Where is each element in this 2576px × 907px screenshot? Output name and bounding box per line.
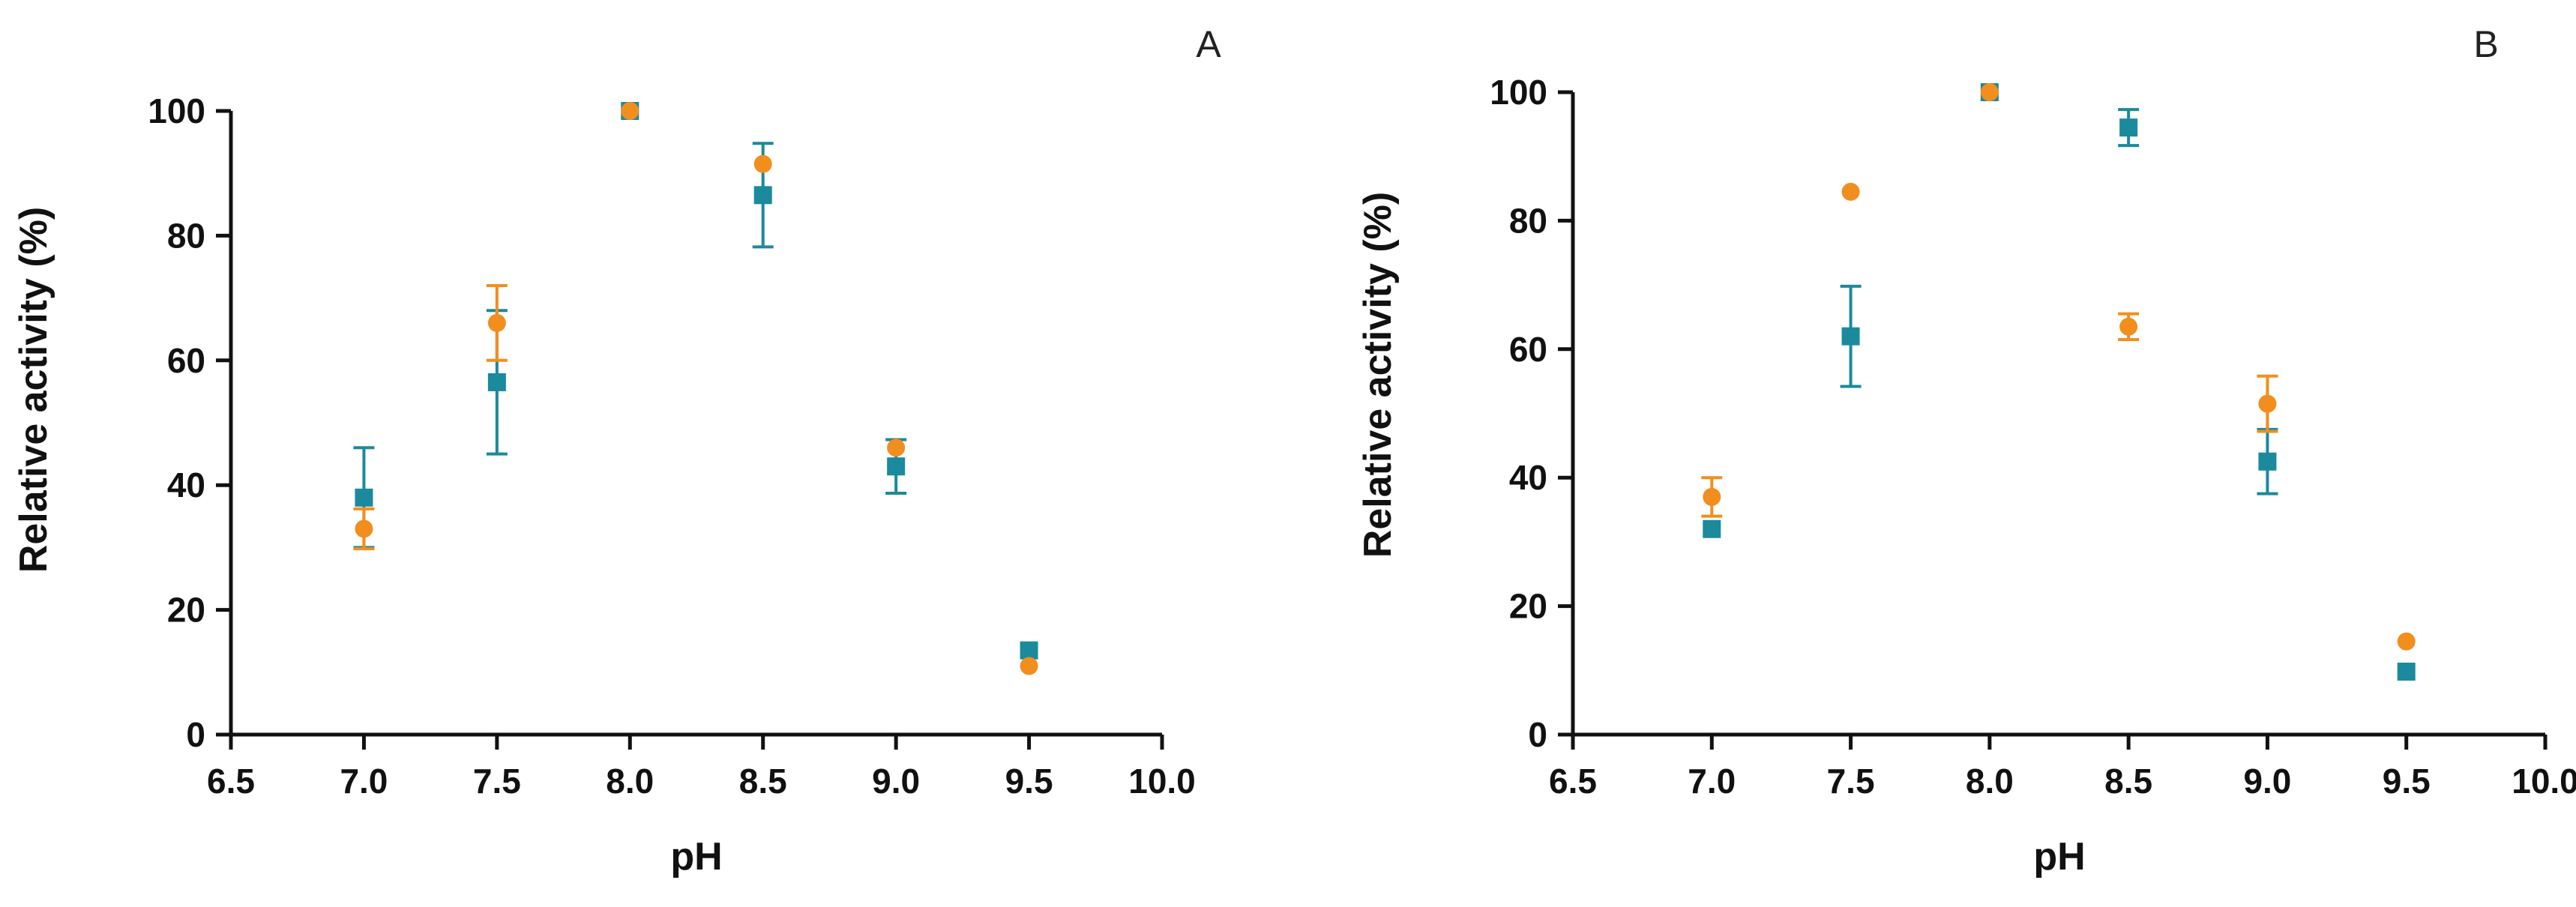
data-point-circle xyxy=(621,102,640,120)
x-tick-label: 9.0 xyxy=(2243,762,2291,801)
data-point-square xyxy=(1703,519,1721,538)
y-tick-label: 60 xyxy=(1509,330,1547,369)
axes: 6.5 7.0 7.5 8.0 8.5 9.0 9.5 10.0 0 20 40 60 80 100 xyxy=(1490,73,2576,801)
x-axis-title: pH xyxy=(2033,835,2085,879)
x-tick-label: 9.5 xyxy=(1005,762,1053,801)
y-axis-title: Relative activity (%) xyxy=(1356,192,1400,558)
x-tick-label: 9.0 xyxy=(872,762,920,801)
x-tick-label: 8.0 xyxy=(1966,762,2014,801)
x-axis-title: pH xyxy=(670,835,722,879)
y-tick-label: 60 xyxy=(167,341,205,380)
x-tick-label: 8.5 xyxy=(2104,762,2152,801)
axes: 6.5 7.0 7.5 8.0 8.5 9.0 9.5 10.0 0 20 40 60 80 100 xyxy=(148,91,1196,801)
x-tick-label: 9.5 xyxy=(2383,762,2431,801)
data-point-circle xyxy=(1841,182,1860,201)
y-tick-label: 100 xyxy=(148,91,205,130)
panel-b: B Relative activity (%) pH 6.5 7.0 7.5 8.0 8… xyxy=(1356,23,2576,879)
y-tick-label: 20 xyxy=(1509,587,1547,626)
x-tick-label: 8.0 xyxy=(606,762,654,801)
data-point-square xyxy=(487,373,506,391)
x-tick-label: 6.5 xyxy=(1549,762,1597,801)
data-point-square xyxy=(2258,452,2277,471)
x-tick-label: 10.0 xyxy=(2512,762,2576,801)
x-tick-label: 7.0 xyxy=(1688,762,1736,801)
data-point-square xyxy=(753,186,772,205)
y-tick-label: 0 xyxy=(1528,715,1547,754)
y-tick-label: 20 xyxy=(167,591,205,630)
y-tick-label: 100 xyxy=(1490,73,1547,112)
y-tick-label: 80 xyxy=(167,216,205,255)
data-point-circle xyxy=(2397,632,2416,651)
y-tick-label: 0 xyxy=(186,715,205,754)
data-point-square xyxy=(2119,118,2138,137)
data-point-square xyxy=(1020,641,1038,660)
data-point-circle xyxy=(1980,83,1999,101)
x-tick-label: 10.0 xyxy=(1128,762,1196,801)
y-tick-label: 40 xyxy=(167,465,205,504)
x-tick-label: 7.5 xyxy=(473,762,521,801)
panel-label: A xyxy=(1196,23,1221,65)
data-point-circle xyxy=(2119,317,2138,336)
data-point-circle xyxy=(487,313,506,332)
data-marks xyxy=(1701,83,2416,681)
data-point-circle xyxy=(355,519,373,538)
panel-label: B xyxy=(2473,23,2498,65)
x-tick-label: 6.5 xyxy=(207,762,255,801)
data-point-square xyxy=(1841,327,1860,346)
data-point-circle xyxy=(1703,487,1721,506)
panel-a: A Relative activity (%) pH 6.5 7.0 7.5 8.0 8… xyxy=(12,23,1221,879)
x-tick-label: 7.5 xyxy=(1827,762,1875,801)
data-point-circle xyxy=(1020,657,1038,675)
data-marks xyxy=(353,102,1038,675)
data-point-circle xyxy=(753,154,772,173)
y-axis-title: Relative activity (%) xyxy=(12,207,55,573)
data-point-square xyxy=(887,457,906,476)
y-tick-label: 80 xyxy=(1509,201,1547,240)
x-tick-label: 7.0 xyxy=(340,762,388,801)
y-tick-label: 40 xyxy=(1509,458,1547,497)
data-point-square xyxy=(2397,663,2416,681)
data-point-circle xyxy=(887,439,906,457)
x-tick-label: 8.5 xyxy=(739,762,787,801)
data-point-square xyxy=(355,488,373,507)
data-point-circle xyxy=(2258,394,2277,413)
